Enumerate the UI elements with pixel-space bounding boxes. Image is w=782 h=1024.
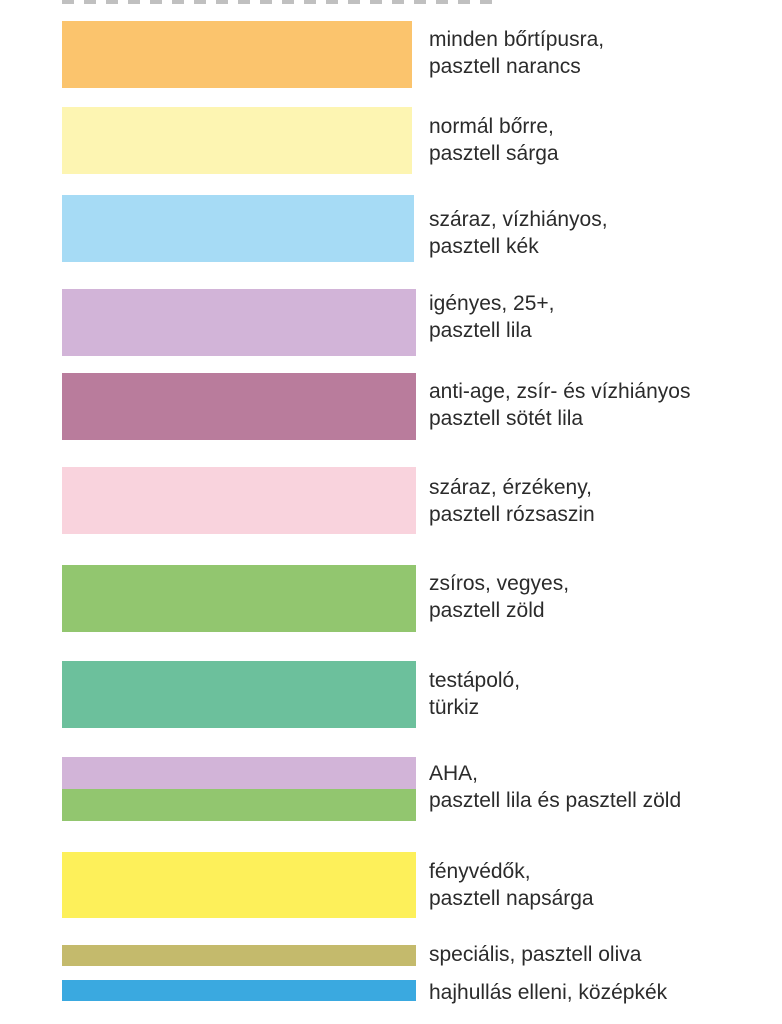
legend-label: hajhullás elleni, középkék xyxy=(429,979,667,1006)
legend-label-line2: pasztell napsárga xyxy=(429,887,594,910)
color-swatch-dark-lilac xyxy=(62,373,416,440)
legend-label-line2: pasztell lila és pasztell zöld xyxy=(429,789,682,812)
color-swatch-lilac xyxy=(62,289,416,356)
legend-label: zsíros, vegyes, pasztell zöld xyxy=(429,570,569,624)
color-swatch-olive xyxy=(62,945,416,966)
color-swatch-mid-blue xyxy=(62,980,416,1001)
legend-label: fényvédők, pasztell napsárga xyxy=(429,858,594,912)
color-swatch-green xyxy=(62,565,416,632)
legend-label: AHA, pasztell lila és pasztell zöld xyxy=(429,760,681,814)
legend-label-line1: igényes, 25+, xyxy=(429,292,555,315)
color-swatch-orange xyxy=(62,21,412,88)
legend-label: száraz, érzékeny, pasztell rózsaszin xyxy=(429,474,595,528)
color-swatch-turquoise xyxy=(62,661,416,728)
legend-label-line1: AHA, xyxy=(429,762,479,785)
color-swatch-pink xyxy=(62,467,416,534)
legend-label: testápoló, türkiz xyxy=(429,667,520,721)
legend-label-line1: speciális, pasztell oliva xyxy=(429,943,642,966)
color-swatch-lilac-half xyxy=(62,757,416,789)
legend-label-line1: zsíros, vegyes, xyxy=(429,572,570,595)
legend-label-line1: száraz, érzékeny, xyxy=(429,476,593,499)
legend-label-line1: normál bőrre, xyxy=(429,115,554,138)
legend-label: speciális, pasztell oliva xyxy=(429,941,641,968)
legend-label-line2: pasztell zöld xyxy=(429,599,545,622)
legend-label-line2: türkiz xyxy=(429,696,480,719)
legend-label-line1: testápoló, xyxy=(429,669,521,692)
legend-label: száraz, vízhiányos, pasztell kék xyxy=(429,206,608,260)
legend-label: igényes, 25+, pasztell lila xyxy=(429,290,555,344)
legend-label-line1: száraz, vízhiányos, xyxy=(429,208,608,231)
legend-label-line2: pasztell sárga xyxy=(429,142,559,165)
color-swatch-blue xyxy=(62,195,414,262)
color-swatch-yellow xyxy=(62,107,412,174)
legend-label-line2: pasztell lila xyxy=(429,319,532,342)
legend-label-line2: pasztell narancs xyxy=(429,55,581,78)
color-swatch-green-half xyxy=(62,789,416,821)
legend-label: anti-age, zsír- és vízhiányos pasztell s… xyxy=(429,378,690,432)
legend-label-line2: pasztell rózsaszin xyxy=(429,503,595,526)
legend-label-line1: anti-age, zsír- és vízhiányos xyxy=(429,380,691,403)
cropped-top-text xyxy=(62,0,502,4)
legend-label-line1: minden bőrtípusra, xyxy=(429,28,605,51)
legend-label: normál bőrre, pasztell sárga xyxy=(429,113,559,167)
legend-label-line1: hajhullás elleni, középkék xyxy=(429,981,668,1004)
legend-label-line2: pasztell kék xyxy=(429,235,539,258)
legend-label: minden bőrtípusra, pasztell narancs xyxy=(429,26,604,80)
legend-label-line2: pasztell sötét lila xyxy=(429,407,584,430)
legend-label-line1: fényvédők, xyxy=(429,860,531,883)
color-swatch-sun-yellow xyxy=(62,852,416,918)
